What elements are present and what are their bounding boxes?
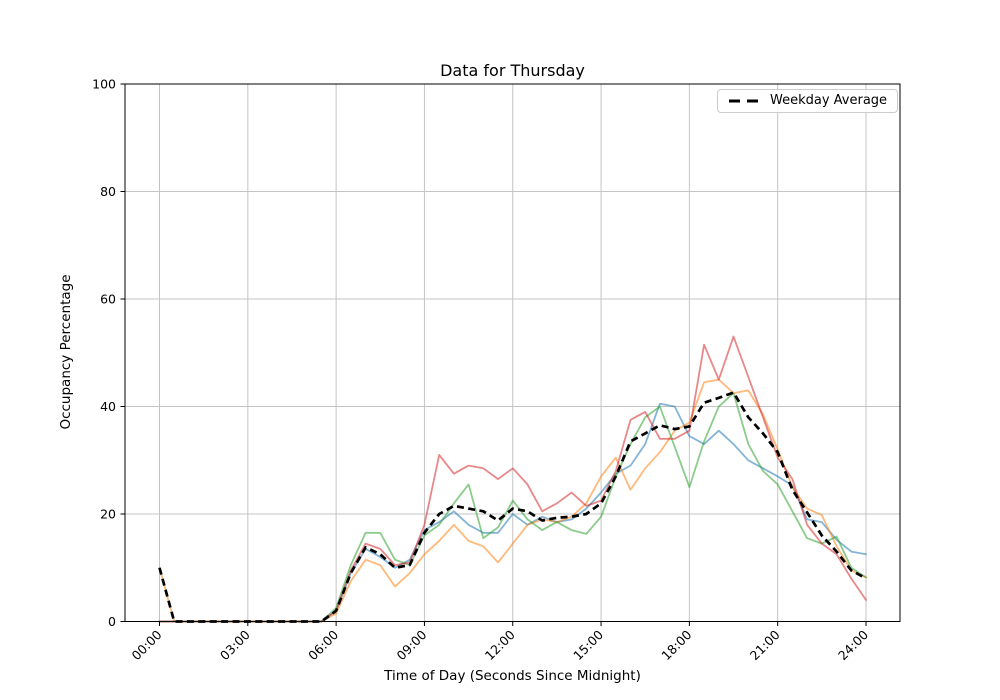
x-tick-label: 00:00: [129, 627, 165, 663]
grid-layer: [125, 83, 900, 622]
y-tick-label: 100: [92, 77, 116, 92]
x-tick-label: 03:00: [217, 627, 253, 663]
x-tick-label: 12:00: [482, 627, 518, 663]
y-tick-label: 0: [108, 614, 116, 629]
y-axis-label: Occupancy Percentage: [58, 274, 74, 430]
x-axis-label: Time of Day (Seconds Since Midnight): [384, 668, 641, 684]
y-tick-label: 80: [100, 184, 116, 199]
y-tick-label: 20: [100, 507, 116, 522]
legend-box: Weekday Average: [717, 89, 899, 113]
series-line-weekday-average: [158, 391, 867, 623]
x-tick-label: 24:00: [835, 627, 871, 663]
x-tick-label: 18:00: [658, 627, 694, 663]
y-tick-label: 60: [100, 292, 116, 307]
legend-dashed-line-sample: [729, 99, 759, 102]
y-tick-label: 40: [100, 399, 116, 414]
x-tick-label: 09:00: [393, 627, 429, 663]
x-tick-label: 06:00: [305, 627, 341, 663]
legend-entry-label: Weekday Average: [770, 93, 888, 108]
chart-title: Data for Thursday: [440, 61, 585, 80]
x-tick-label: 15:00: [570, 627, 606, 663]
tick-layer: 00:00 03:00 06:00 09:00 12:00 15:00 18:00 21:00…: [92, 77, 871, 664]
x-tick-label: 21:00: [747, 627, 783, 663]
